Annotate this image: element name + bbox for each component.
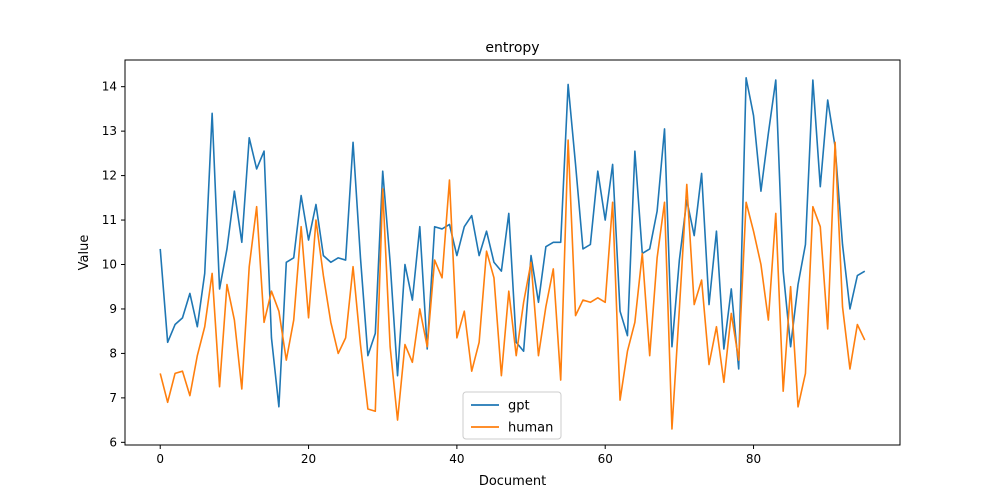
y-tick-label: 8 xyxy=(109,346,117,360)
series-line-human xyxy=(159,139,866,430)
x-tick-label: 0 xyxy=(156,452,164,466)
x-tick-label: 60 xyxy=(598,452,613,466)
x-tick-label: 40 xyxy=(449,452,464,466)
y-tick-label: 6 xyxy=(109,435,117,449)
legend-label-human: human xyxy=(508,421,553,436)
series-lines xyxy=(159,76,866,430)
y-tick-label: 7 xyxy=(109,391,117,405)
y-tick-label: 13 xyxy=(102,124,117,138)
y-axis-label: Value xyxy=(77,235,92,271)
x-tick-label: 80 xyxy=(746,452,761,466)
y-tick-label: 11 xyxy=(102,213,117,227)
legend: gpt human xyxy=(462,391,562,440)
series-line-gpt xyxy=(159,76,866,408)
chart-title: entropy xyxy=(485,40,539,56)
y-tick-label: 9 xyxy=(109,302,117,316)
y-tick-label: 12 xyxy=(102,169,117,183)
legend-label-gpt: gpt xyxy=(508,399,530,414)
x-tick-label: 20 xyxy=(301,452,316,466)
plot-frame xyxy=(124,59,901,446)
axes-content: 0 20 40 60 80 6 7 8 9 10 11 12 13 14 xyxy=(102,80,761,466)
y-tick-label: 10 xyxy=(102,258,117,272)
x-axis-label: Document xyxy=(479,474,546,489)
y-tick-label: 14 xyxy=(102,80,117,94)
